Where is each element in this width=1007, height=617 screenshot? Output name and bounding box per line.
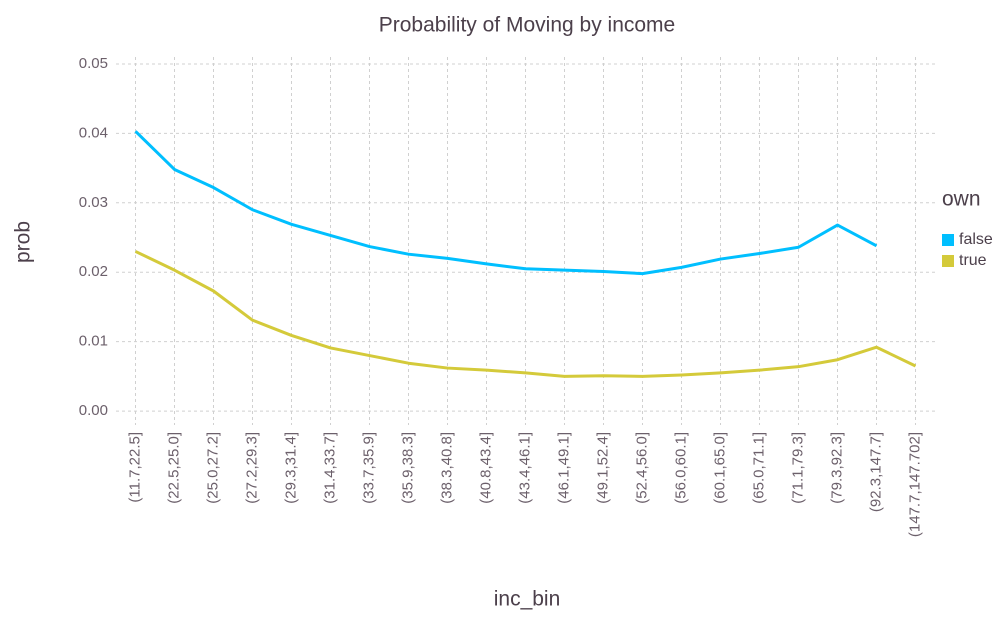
x-tick-label: (22.5,25.0] — [165, 432, 182, 504]
x-tick-label: (79.3,92.3] — [828, 432, 845, 504]
legend-swatch — [942, 255, 954, 267]
x-tick-label: (52.4,56.0] — [633, 432, 650, 504]
x-tick-label: (25.0,27.2] — [204, 432, 221, 504]
x-tick-label: (38.3,40.8] — [438, 432, 455, 504]
line — [134, 250, 917, 378]
x-tick-label: (71.1,79.3] — [789, 432, 806, 504]
x-tick-label: (29.3,31.4] — [282, 432, 299, 504]
x-tick-label: (56.0,60.1] — [672, 432, 689, 504]
x-tick-label: (40.8,43.4] — [477, 432, 494, 504]
x-tick-label: (35.9,38.3] — [399, 432, 416, 504]
legend-title: own — [942, 188, 981, 211]
x-tick-label: (60.1,65.0] — [711, 432, 728, 504]
x-tick-label: (46.1,49.1] — [555, 432, 572, 504]
x-tick-label: (49.1,52.4] — [594, 432, 611, 504]
x-tick-label: (65.0,71.1] — [750, 432, 767, 504]
x-tick-label: (147.7,147.702] — [906, 432, 923, 537]
x-tick-label: (27.2,29.3] — [243, 432, 260, 504]
x-tick-label: (43.4,46.1] — [516, 432, 533, 504]
y-axis-label: prob — [12, 221, 35, 263]
y-tick-label: 0.04 — [79, 124, 108, 141]
y-tick-label: 0.01 — [79, 333, 108, 350]
x-tick-label: (33.7,35.9] — [360, 432, 377, 504]
x-axis-label: inc_bin — [494, 588, 561, 611]
y-tick-label: 0.02 — [79, 263, 108, 280]
y-tick-label: 0.05 — [79, 55, 108, 72]
y-tick-label: 0.00 — [79, 402, 108, 419]
x-tick-label: (92.3,147.7] — [867, 432, 884, 512]
legend-label: false — [959, 231, 993, 248]
legend-swatch — [942, 234, 954, 246]
x-tick-label: (31.4,33.7] — [321, 432, 338, 504]
legend-label: true — [959, 252, 987, 269]
x-tick-label: (11.7,22.5] — [126, 432, 143, 503]
y-tick-label: 0.03 — [79, 194, 108, 211]
line — [134, 130, 878, 276]
chart-title: Probability of Moving by income — [379, 14, 675, 37]
